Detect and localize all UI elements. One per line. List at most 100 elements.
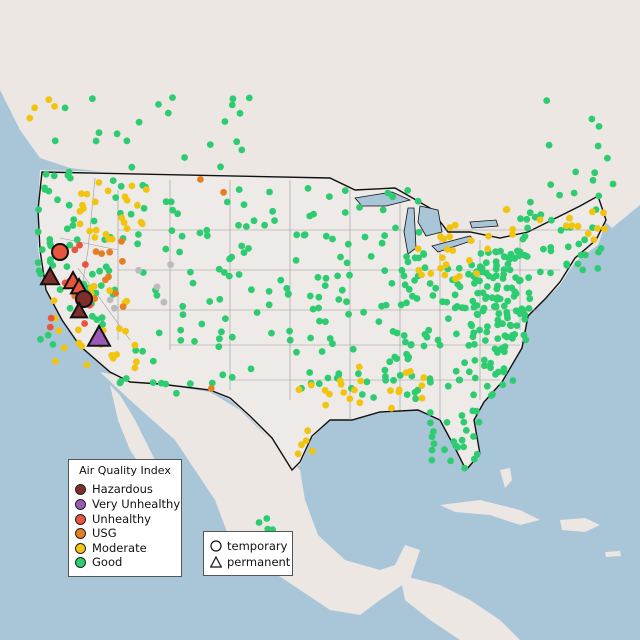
- monitor-site-moderate: [568, 222, 576, 230]
- monitor-site-moderate: [326, 390, 333, 398]
- legend-item-moderate: Moderate: [75, 541, 147, 555]
- monitor-site-good: [263, 515, 271, 522]
- monitor-site-moderate: [438, 254, 446, 262]
- monitor-site-moderate: [86, 227, 94, 235]
- hispaniola-island: [560, 518, 600, 532]
- monitor-site-moderate: [60, 344, 68, 352]
- moderate-swatch-icon: [75, 542, 86, 554]
- monitor-site-good: [218, 328, 225, 336]
- legend-item-very-unhealthy: Very Unhealthy: [75, 497, 180, 511]
- monitor-site-moderate: [322, 401, 330, 409]
- canada-landmass: [0, 0, 640, 262]
- monitor-site-good: [102, 263, 110, 271]
- monitor-site-good: [139, 347, 147, 355]
- monitor-site-moderate: [442, 261, 450, 269]
- monitor-site-good: [304, 185, 312, 192]
- monitor-site-good: [196, 229, 204, 237]
- monitor-site-good: [34, 259, 42, 266]
- monitor-site-good: [191, 338, 198, 345]
- monitor-site-good: [69, 222, 77, 229]
- monitor-site-moderate: [120, 219, 128, 227]
- monitor-site-good: [382, 376, 389, 384]
- monitor-site-good: [595, 192, 603, 200]
- monitor-site-good: [117, 377, 125, 385]
- monitor-site-moderate: [446, 233, 454, 241]
- monitor-site-good: [428, 446, 436, 454]
- monitor-site-good: [384, 189, 392, 197]
- monitor-site-good: [484, 323, 491, 330]
- monitor-site-good: [155, 101, 162, 108]
- monitor-site-moderate: [418, 271, 425, 279]
- monitor-site-moderate: [50, 297, 58, 304]
- monitor-site-good: [186, 380, 194, 388]
- monitor-site-good: [113, 130, 121, 138]
- monitor-site-usg: [106, 248, 114, 256]
- monitor-site-good: [381, 232, 388, 240]
- lake-ontario: [469, 219, 499, 229]
- monitor-site-usg: [119, 257, 126, 265]
- monitor-site-good: [321, 282, 329, 289]
- monitor-site-good: [46, 239, 54, 247]
- monitor-site-good: [375, 318, 383, 325]
- central-america: [400, 575, 520, 640]
- monitor-site-moderate: [584, 230, 592, 238]
- monitor-site-moderate: [536, 216, 544, 224]
- monitor-site-good: [226, 255, 234, 263]
- monitor-site-good: [379, 206, 387, 214]
- monitor-site-moderate: [131, 341, 139, 349]
- monitor-site-good: [570, 189, 578, 197]
- monitor-site-good: [318, 348, 326, 355]
- monitor-site-good: [293, 231, 301, 239]
- monitor-site-good: [434, 336, 442, 344]
- monitor-site-good: [358, 391, 366, 398]
- monitor-site-moderate: [443, 246, 451, 253]
- monitor-site-usg: [119, 303, 127, 311]
- monitor-site-good: [215, 343, 223, 351]
- monitor-site-good: [594, 265, 602, 272]
- monitor-site-good: [482, 259, 490, 267]
- monitor-site-good: [243, 223, 250, 230]
- monitor-site-good: [403, 391, 411, 398]
- monitor-site-good: [98, 314, 106, 322]
- monitor-site-good: [430, 428, 437, 435]
- monitor-site-moderate: [502, 206, 510, 214]
- good-swatch-icon: [75, 556, 86, 568]
- cuba-island: [440, 500, 540, 525]
- monitor-site-good: [473, 450, 481, 458]
- monitor-site-good: [405, 285, 413, 293]
- monitor-site-good: [474, 289, 482, 297]
- monitor-site-good: [292, 257, 300, 264]
- monitor-site-good: [245, 245, 252, 252]
- monitor-site-good: [420, 342, 428, 350]
- monitor-site-moderate: [452, 275, 459, 283]
- monitor-site-moderate: [75, 326, 82, 334]
- legend-item-temporary: temporary: [210, 539, 287, 553]
- aqi-legend-title: Air Quality Index: [79, 464, 171, 477]
- monitor-site-unhealthy: [76, 241, 83, 249]
- monitor-site-good: [34, 228, 42, 236]
- monitor-site-good: [228, 373, 236, 381]
- monitor-site-good: [335, 371, 343, 379]
- monitor-site-good: [181, 154, 189, 161]
- monitor-site-good: [326, 193, 333, 201]
- monitor-site-unhealthy: [71, 246, 79, 254]
- monitor-site-moderate: [83, 190, 91, 198]
- monitor-site-unhealthy: [81, 320, 88, 327]
- monitor-site-good: [112, 194, 120, 202]
- monitor-site-good: [574, 260, 582, 268]
- monitor-site-usg: [220, 188, 228, 196]
- monitor-site-good: [343, 298, 350, 306]
- monitor-site-good: [344, 240, 352, 248]
- monitor-site-moderate: [594, 225, 601, 232]
- monitor-site-moderate: [418, 382, 426, 389]
- monitor-site-moderate: [484, 245, 492, 253]
- monitor-site-good: [524, 224, 531, 232]
- monitor-site-good: [404, 258, 412, 266]
- monitor-site-good: [198, 320, 206, 328]
- legend-item-usg: USG: [75, 526, 117, 540]
- monitor-site-good: [179, 311, 187, 318]
- monitor-site-good: [381, 366, 389, 374]
- monitor-site-good: [117, 182, 125, 190]
- monitor-site-good: [487, 392, 495, 399]
- monitor-site-good: [458, 412, 466, 419]
